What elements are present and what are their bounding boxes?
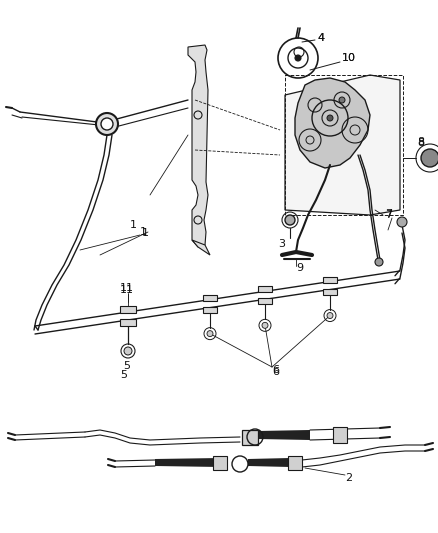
- Text: 10: 10: [342, 53, 356, 63]
- Bar: [333, 427, 347, 443]
- Circle shape: [397, 217, 407, 227]
- Bar: [203, 306, 217, 313]
- Polygon shape: [192, 240, 210, 255]
- Text: 5: 5: [120, 370, 127, 380]
- Circle shape: [101, 118, 113, 130]
- Bar: [203, 295, 217, 301]
- Bar: [285, 75, 403, 215]
- Text: 4: 4: [317, 33, 324, 43]
- Text: 11: 11: [120, 283, 134, 293]
- Polygon shape: [258, 430, 310, 440]
- Circle shape: [262, 322, 268, 328]
- Text: 1: 1: [140, 227, 147, 237]
- Bar: [120, 306, 136, 313]
- Circle shape: [124, 347, 132, 355]
- Bar: [288, 456, 302, 470]
- Text: 3: 3: [278, 239, 285, 249]
- Text: 1: 1: [130, 220, 137, 230]
- Bar: [323, 277, 337, 282]
- Circle shape: [327, 115, 333, 121]
- Polygon shape: [248, 458, 295, 467]
- Text: 11: 11: [120, 285, 134, 295]
- Bar: [258, 298, 272, 304]
- Circle shape: [207, 330, 213, 337]
- Circle shape: [295, 55, 301, 61]
- Polygon shape: [295, 78, 370, 168]
- Text: 6: 6: [272, 367, 279, 377]
- Circle shape: [285, 215, 295, 225]
- Text: 8: 8: [417, 137, 424, 147]
- Text: 7: 7: [385, 210, 392, 220]
- Bar: [242, 430, 258, 445]
- Polygon shape: [285, 75, 400, 215]
- Bar: [258, 286, 272, 292]
- Text: 6: 6: [272, 365, 279, 375]
- Text: 10: 10: [342, 53, 356, 63]
- Circle shape: [327, 312, 333, 319]
- Text: 2: 2: [345, 473, 352, 483]
- Circle shape: [96, 113, 118, 135]
- Bar: [323, 288, 337, 295]
- Polygon shape: [188, 45, 208, 247]
- Text: 8: 8: [417, 138, 424, 148]
- Text: 9: 9: [296, 263, 303, 273]
- Circle shape: [375, 258, 383, 266]
- Text: 1: 1: [142, 228, 149, 238]
- Polygon shape: [155, 458, 220, 467]
- Text: 5: 5: [123, 361, 130, 371]
- Circle shape: [339, 97, 345, 103]
- Text: 4: 4: [317, 33, 324, 43]
- Circle shape: [421, 149, 438, 167]
- Bar: [120, 319, 136, 326]
- Bar: [213, 456, 227, 470]
- Text: 7: 7: [385, 209, 392, 219]
